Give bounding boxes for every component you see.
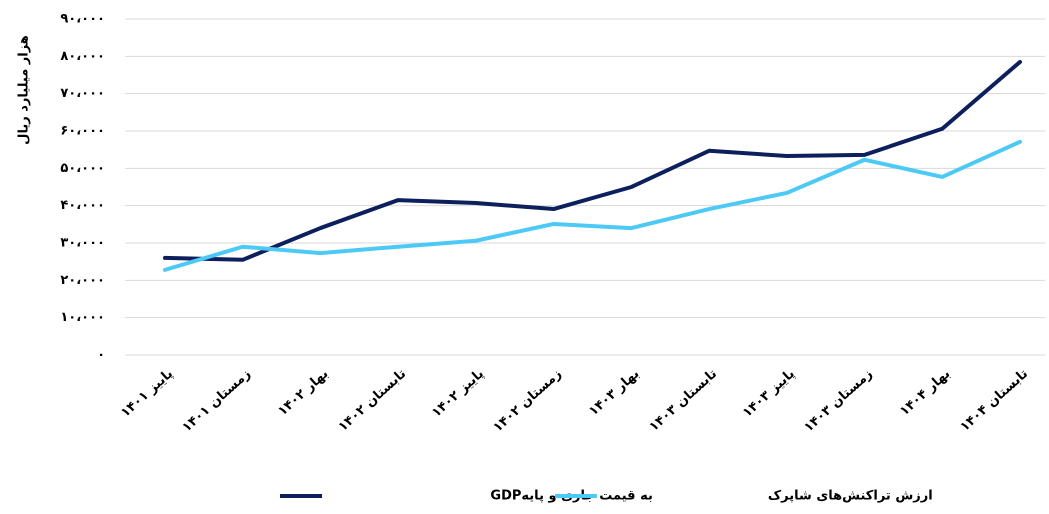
- y-tick-label: ۱۰،۰۰۰: [60, 310, 105, 325]
- y-tick-label: ۰: [97, 348, 105, 363]
- x-tick-label: بهار ۱۴۰۴: [897, 366, 953, 419]
- x-tick-label: بهار ۱۴۰۳: [586, 366, 642, 419]
- x-tick-label: پاییز ۱۴۰۳: [740, 366, 798, 420]
- y-tick-label: ۶۰،۰۰۰: [60, 124, 105, 139]
- x-tick-label: پاییز ۱۴۰۱: [118, 366, 176, 420]
- x-tick-label: زمستان ۱۴۰۳: [801, 366, 875, 435]
- x-tick-label: پاییز ۱۴۰۲: [429, 366, 487, 420]
- y-tick-label: ۴۰،۰۰۰: [60, 198, 105, 213]
- y-tick-label: ۹۰،۰۰۰: [60, 12, 105, 27]
- x-tick-label: تابستان ۱۴۰۲: [336, 366, 410, 434]
- x-tick-label: تابستان ۱۴۰۳: [647, 366, 721, 434]
- y-tick-label: ۵۰،۰۰۰: [60, 161, 105, 176]
- series-line: [163, 59, 1022, 262]
- x-tick-label: زمستان ۱۴۰۱: [180, 366, 254, 435]
- x-tick-label: زمستان ۱۴۰۲: [490, 366, 564, 435]
- y-tick-label: ۳۰،۰۰۰: [60, 236, 105, 251]
- x-tick-label: تابستان ۱۴۰۴: [957, 366, 1031, 434]
- x-tick-label: بهار ۱۴۰۲: [275, 366, 331, 419]
- y-axis-label: هزار میلیارد ریال: [17, 35, 32, 145]
- legend-label: ارزش تراکنش‌های شاپرک: [768, 489, 933, 504]
- y-tick-label: ۸۰،۰۰۰: [60, 49, 105, 64]
- y-tick-label: ۷۰،۰۰۰: [60, 86, 105, 101]
- series-line: [163, 139, 1022, 272]
- y-tick-label: ۲۰،۰۰۰: [60, 273, 105, 288]
